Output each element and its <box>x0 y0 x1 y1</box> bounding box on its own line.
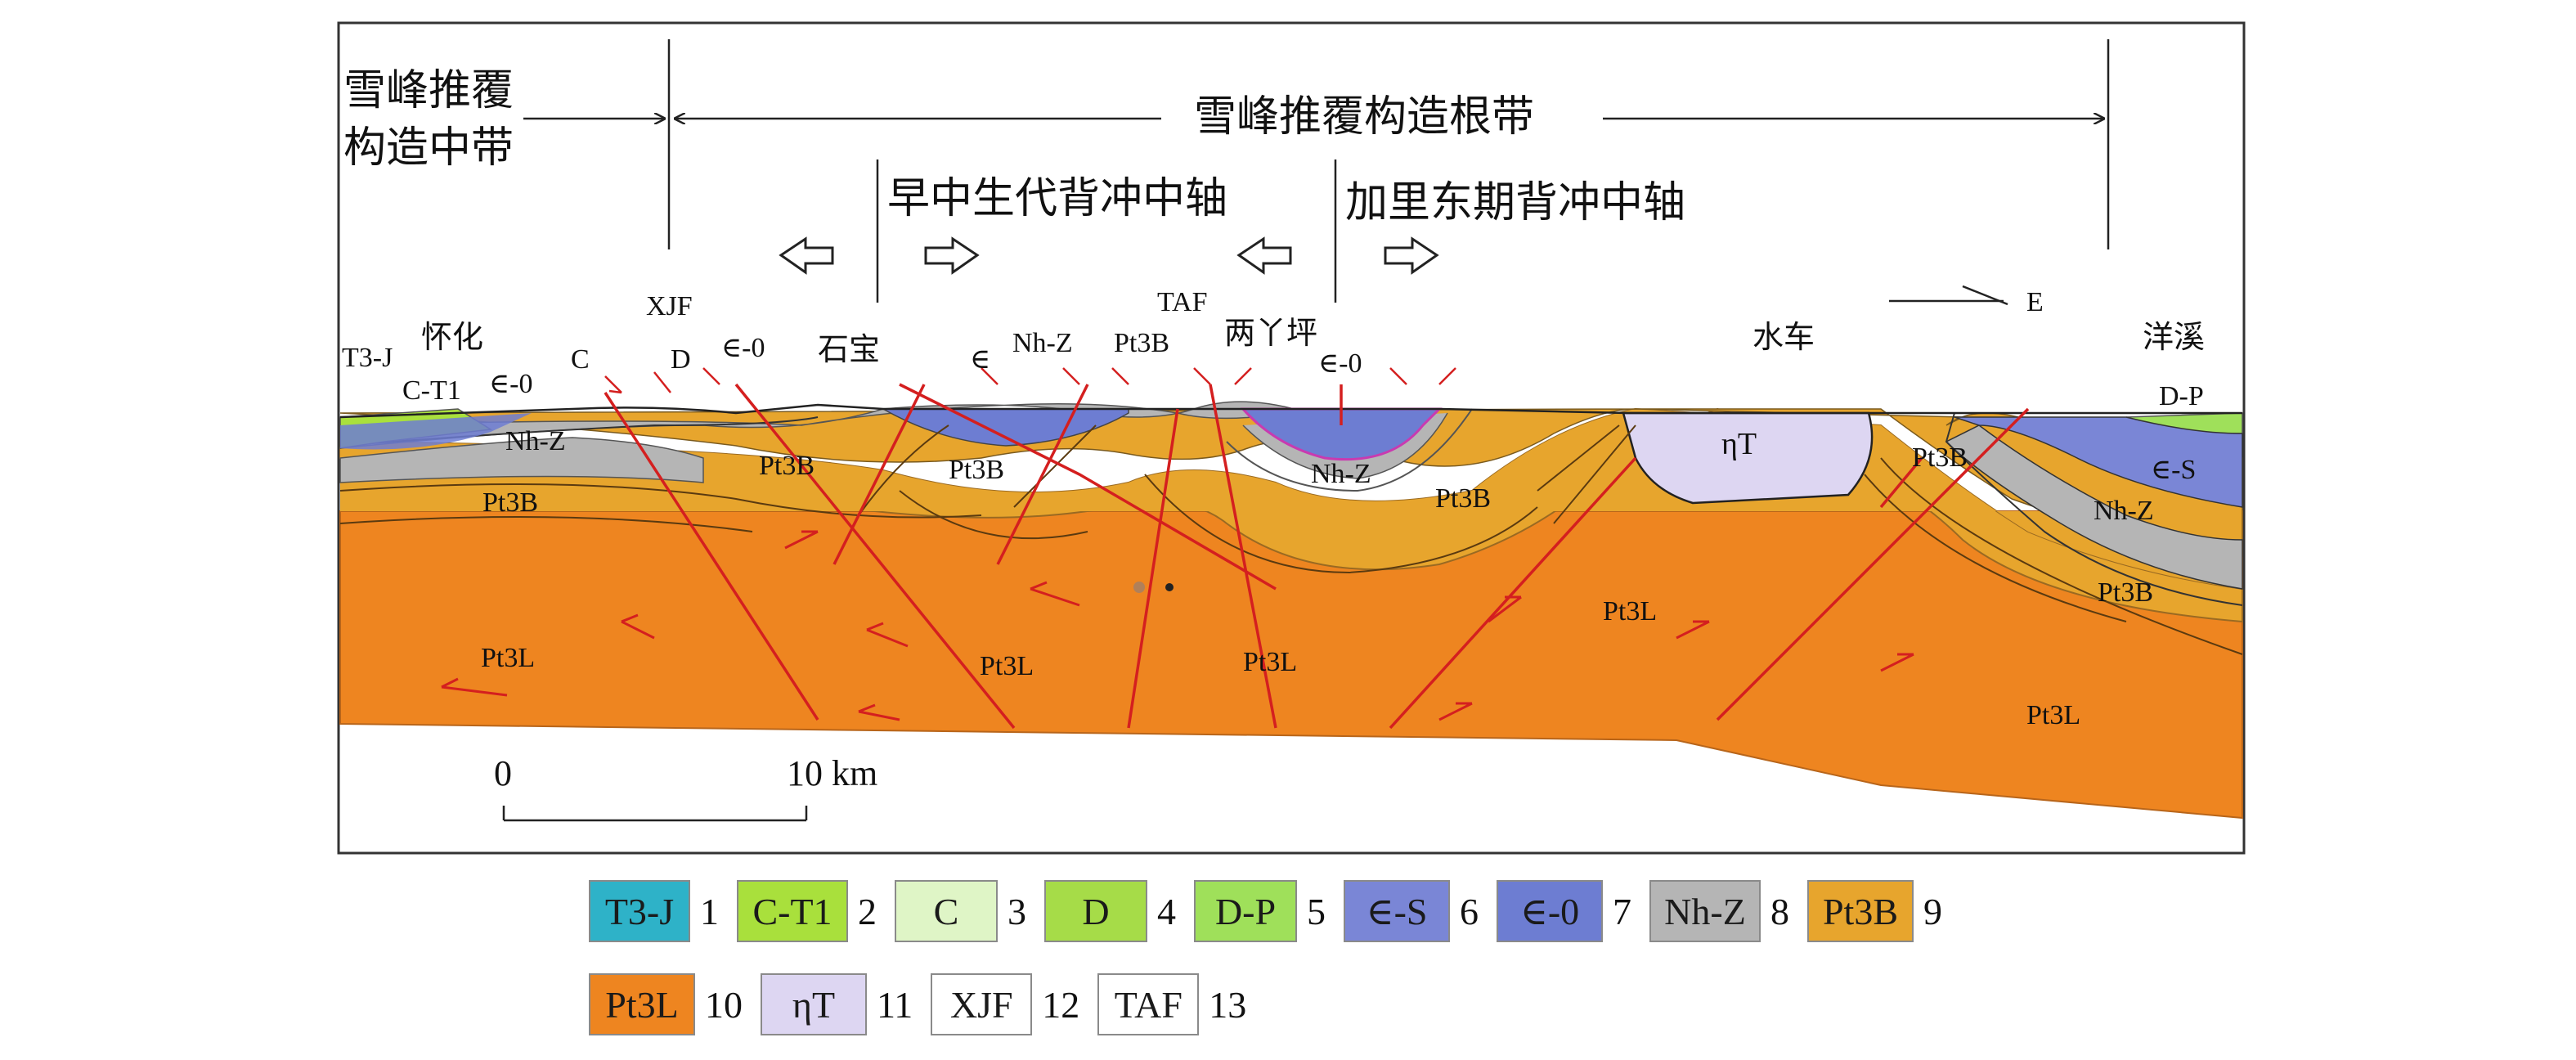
legend-number: 7 <box>1613 890 1631 932</box>
strata-nhz-c: Nh-Z <box>1311 459 1371 489</box>
legend-item: C-T1 2 <box>737 880 877 942</box>
strata-pt3l-2: Pt3L <box>980 651 1034 681</box>
place-shibao: 石宝 <box>818 331 880 367</box>
legend-swatch: T3-J <box>589 880 690 942</box>
unit-eta-t <box>1622 411 1874 505</box>
unit-es <box>1954 416 2243 508</box>
strata-pt3b-taf: Pt3B <box>1114 328 1169 358</box>
strata-pt3l-3: Pt3L <box>1243 647 1297 677</box>
legend-swatch: Nh-Z <box>1649 880 1761 942</box>
legend-swatch: TAF <box>1097 973 1200 1035</box>
legend-item: Pt3B 9 <box>1807 880 1942 942</box>
strata-pt3b-left: Pt3B <box>482 487 538 518</box>
strata-pt3b-right2: Pt3B <box>2098 577 2153 608</box>
early-axis-label: 早中生代背冲中轴 <box>887 174 1227 223</box>
strata-es-right: ∈-S <box>2151 455 2196 485</box>
legend-swatch: C <box>895 880 998 942</box>
legend-number: 12 <box>1042 983 1080 1026</box>
legend-swatch: D-P <box>1194 880 1297 942</box>
strata-pt3l-4: Pt3L <box>1603 596 1657 627</box>
legend-swatch: Pt3L <box>589 973 695 1035</box>
legend-row-2: Pt3L 10 ηT 11 XJF 12 TAF 13 <box>589 967 2224 1042</box>
legend-item: Pt3L 10 <box>589 973 743 1035</box>
hollow-arrow-left-1 <box>779 236 834 275</box>
strata-ct1: C-T1 <box>402 375 461 406</box>
scale-ten: 10 km <box>787 753 877 793</box>
strata-pt3b-right: Pt3B <box>1912 442 1968 473</box>
place-liangyaping: 两丫坪 <box>1224 315 1317 351</box>
legend-swatch: ηT <box>761 973 867 1035</box>
legend-swatch: ∈-0 <box>1497 880 1603 942</box>
legend-number: 8 <box>1770 890 1789 932</box>
strata-nhz-mid: Nh-Z <box>1012 328 1073 358</box>
legend-swatch: C-T1 <box>737 880 848 942</box>
legend-number: 6 <box>1460 890 1479 932</box>
strata-pt3b-c: Pt3B <box>1435 483 1491 514</box>
legend-number: 1 <box>700 890 719 932</box>
legend-number: 13 <box>1209 983 1247 1026</box>
legend-item: Nh-Z 8 <box>1649 880 1789 942</box>
strata-nhz-right: Nh-Z <box>2094 496 2154 526</box>
place-yangxi: 洋溪 <box>2143 319 2205 355</box>
legend-item: D-P 5 <box>1194 880 1326 942</box>
strata-e0-mid: ∈-0 <box>721 333 765 363</box>
middle-belt-label-1: 雪峰推覆 <box>343 66 514 115</box>
legend-number: 4 <box>1157 890 1176 932</box>
map-frame <box>337 21 2246 855</box>
fault-taf: TAF <box>1157 287 1208 317</box>
root-belt-label: 雪峰推覆构造根带 <box>1194 92 1534 141</box>
unit-e0-left <box>340 413 532 450</box>
unit-nhz-right <box>1945 424 2243 590</box>
faults <box>604 383 2030 730</box>
strata-pt3l-5: Pt3L <box>2026 700 2080 730</box>
legend-number: 3 <box>1008 890 1026 932</box>
legend-item: ∈-0 7 <box>1497 880 1631 942</box>
legend-number: 5 <box>1307 890 1326 932</box>
scale-zero: 0 <box>494 753 512 793</box>
hollow-arrow-left-2 <box>1236 236 1292 275</box>
strata-e0-right: ∈-0 <box>1318 348 1362 379</box>
legend-item: ∈-S 6 <box>1344 880 1479 942</box>
movement-arrows <box>441 530 1914 721</box>
strata-d: D <box>671 344 691 375</box>
caledonian-axis-label: 加里东期背冲中轴 <box>1345 178 1685 227</box>
strata-pt3l-1: Pt3L <box>481 643 535 673</box>
hollow-arrow-right-1 <box>924 236 980 275</box>
strata-e0-left: ∈-0 <box>489 369 533 399</box>
fault-xjf: XJF <box>646 291 693 321</box>
legend-number: 10 <box>705 983 743 1026</box>
strata-pt3b-a: Pt3B <box>759 451 815 481</box>
legend-number: 2 <box>858 890 877 932</box>
unit-e0-mid <box>881 408 1129 447</box>
legend-item: T3-J 1 <box>589 880 719 942</box>
strata-t3j: T3-J <box>342 343 393 373</box>
place-huaihua: 怀化 <box>421 319 483 355</box>
legend-swatch: D <box>1044 880 1147 942</box>
strata-pt3b-b: Pt3B <box>949 455 1004 485</box>
section-body <box>339 367 2243 820</box>
strata-c: C <box>571 344 590 375</box>
strata-nhz-left: Nh-Z <box>505 426 566 456</box>
legend-swatch: ∈-S <box>1344 880 1450 942</box>
strata-eta-t: ηT <box>1721 427 1757 461</box>
legend-item: TAF 13 <box>1097 973 1246 1035</box>
hollow-arrow-right-2 <box>1384 236 1439 275</box>
legend-item: ηT 11 <box>761 973 913 1035</box>
legend-item: XJF 12 <box>931 973 1079 1035</box>
direction-label: E <box>2026 287 2044 317</box>
legend-swatch: XJF <box>931 973 1033 1035</box>
legend-number: 11 <box>877 983 913 1026</box>
legend-swatch: Pt3B <box>1807 880 1914 942</box>
middle-belt-label-2: 构造中带 <box>343 124 514 173</box>
strata-e-mid: ∈ <box>970 344 990 375</box>
place-shuiche: 水车 <box>1752 319 1815 355</box>
strata-dp: D-P <box>2159 381 2204 411</box>
legend-number: 9 <box>1923 890 1942 932</box>
